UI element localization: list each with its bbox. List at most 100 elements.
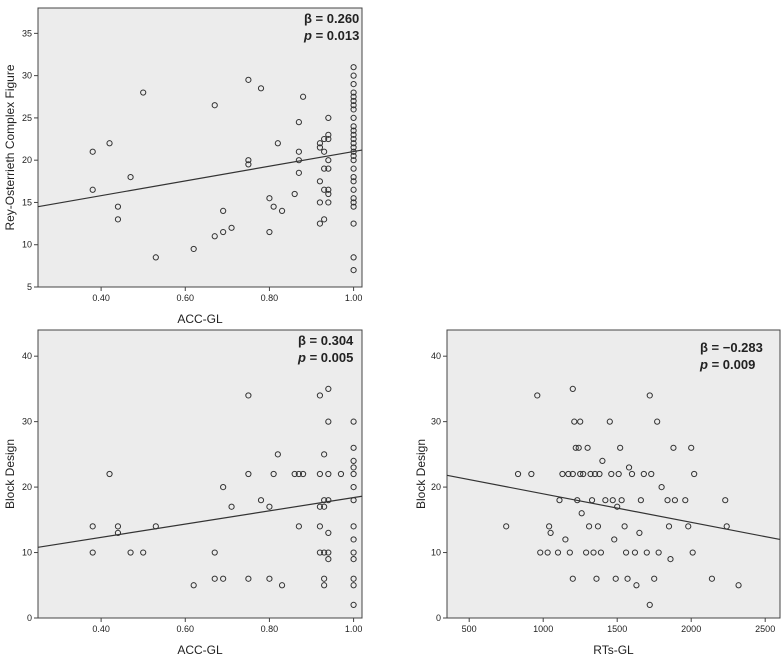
data-point xyxy=(546,523,553,530)
data-point xyxy=(321,503,328,510)
x-axis-label: ACC-GL xyxy=(177,312,223,326)
x-tick-label: 0.40 xyxy=(92,624,110,634)
y-tick-label: 20 xyxy=(431,482,441,492)
data-point xyxy=(534,392,541,399)
data-point xyxy=(152,254,159,261)
data-point xyxy=(266,575,273,582)
data-point xyxy=(350,470,357,478)
regression-line xyxy=(446,474,781,541)
y-tick-label: 30 xyxy=(22,71,32,81)
data-point xyxy=(89,186,96,193)
data-point xyxy=(617,444,624,451)
data-point xyxy=(295,148,302,155)
data-point xyxy=(571,418,578,425)
data-point xyxy=(350,135,357,143)
data-point xyxy=(106,470,113,478)
data-point xyxy=(245,575,252,582)
data-point xyxy=(350,102,357,109)
panel-block-design-rts: 500 1000 1500 2000 2500 0 10 20 30 40 RTs-GL Block … xyxy=(414,329,781,657)
data-point xyxy=(350,127,357,134)
data-point xyxy=(621,523,628,530)
data-point xyxy=(614,503,621,510)
data-point xyxy=(316,470,324,478)
data-point xyxy=(574,497,581,504)
data-point xyxy=(590,549,597,556)
data-point xyxy=(689,549,696,556)
data-point xyxy=(325,135,332,143)
data-point xyxy=(140,549,147,556)
data-point xyxy=(636,529,643,537)
y-tick-label: 20 xyxy=(22,482,32,492)
x-tick-label: 2500 xyxy=(755,624,775,634)
data-point xyxy=(270,470,277,478)
x-tick-label: 0.40 xyxy=(92,293,110,303)
y-tick-label: 10 xyxy=(22,240,32,250)
data-point xyxy=(602,497,609,504)
data-point xyxy=(337,470,345,478)
data-point xyxy=(325,555,332,563)
data-point xyxy=(350,418,357,425)
data-point xyxy=(266,195,273,202)
x-axis-label: RTs-GL xyxy=(593,643,634,657)
p-value: = 0.013 xyxy=(312,28,359,43)
data-point xyxy=(350,144,357,151)
p-symbol: p xyxy=(699,357,708,372)
data-point xyxy=(266,228,273,236)
data-point xyxy=(211,102,218,109)
data-point xyxy=(608,470,615,478)
data-point xyxy=(584,444,591,451)
data-point xyxy=(350,523,357,530)
data-point xyxy=(628,470,636,478)
data-point xyxy=(278,582,286,589)
data-point xyxy=(559,470,566,478)
y-tick-label: 40 xyxy=(431,351,441,361)
data-point xyxy=(316,220,324,227)
data-point xyxy=(228,224,235,231)
data-point xyxy=(556,497,563,504)
y-tick-label: 20 xyxy=(22,155,32,165)
data-point xyxy=(664,497,671,504)
data-point xyxy=(658,483,665,491)
data-point xyxy=(708,575,716,582)
data-point xyxy=(547,529,554,537)
beta-annotation: β = 0.260 xyxy=(304,11,359,26)
data-point xyxy=(722,497,729,504)
y-tick-label: 30 xyxy=(431,417,441,427)
data-point xyxy=(211,575,218,582)
data-point xyxy=(316,523,324,530)
data-point xyxy=(350,148,357,155)
regression-line xyxy=(37,495,363,548)
data-point xyxy=(593,575,600,582)
data-point xyxy=(503,523,510,530)
data-point xyxy=(228,503,235,510)
y-tick-label: 35 xyxy=(22,28,32,38)
data-point xyxy=(646,601,653,609)
data-point xyxy=(316,199,324,206)
data-point xyxy=(350,444,357,451)
data-point xyxy=(321,186,328,193)
data-point xyxy=(325,114,332,122)
data-point xyxy=(316,392,324,399)
data-point xyxy=(257,85,265,92)
data-point xyxy=(299,93,307,100)
data-point xyxy=(220,575,227,582)
data-point xyxy=(350,536,357,543)
data-point xyxy=(350,106,357,113)
x-axis-label: ACC-GL xyxy=(177,643,223,657)
data-point xyxy=(350,80,357,88)
data-point xyxy=(316,178,324,185)
data-point xyxy=(325,131,332,138)
data-point xyxy=(140,89,147,96)
data-point xyxy=(682,497,689,504)
data-point xyxy=(274,451,281,458)
data-point xyxy=(671,497,679,504)
data-point xyxy=(114,216,122,223)
data-point xyxy=(291,470,298,478)
plot-area xyxy=(37,329,363,619)
data-point xyxy=(127,173,134,181)
data-point xyxy=(691,470,698,478)
data-point xyxy=(291,190,298,198)
y-tick-label: 25 xyxy=(22,113,32,123)
data-point xyxy=(599,457,606,465)
